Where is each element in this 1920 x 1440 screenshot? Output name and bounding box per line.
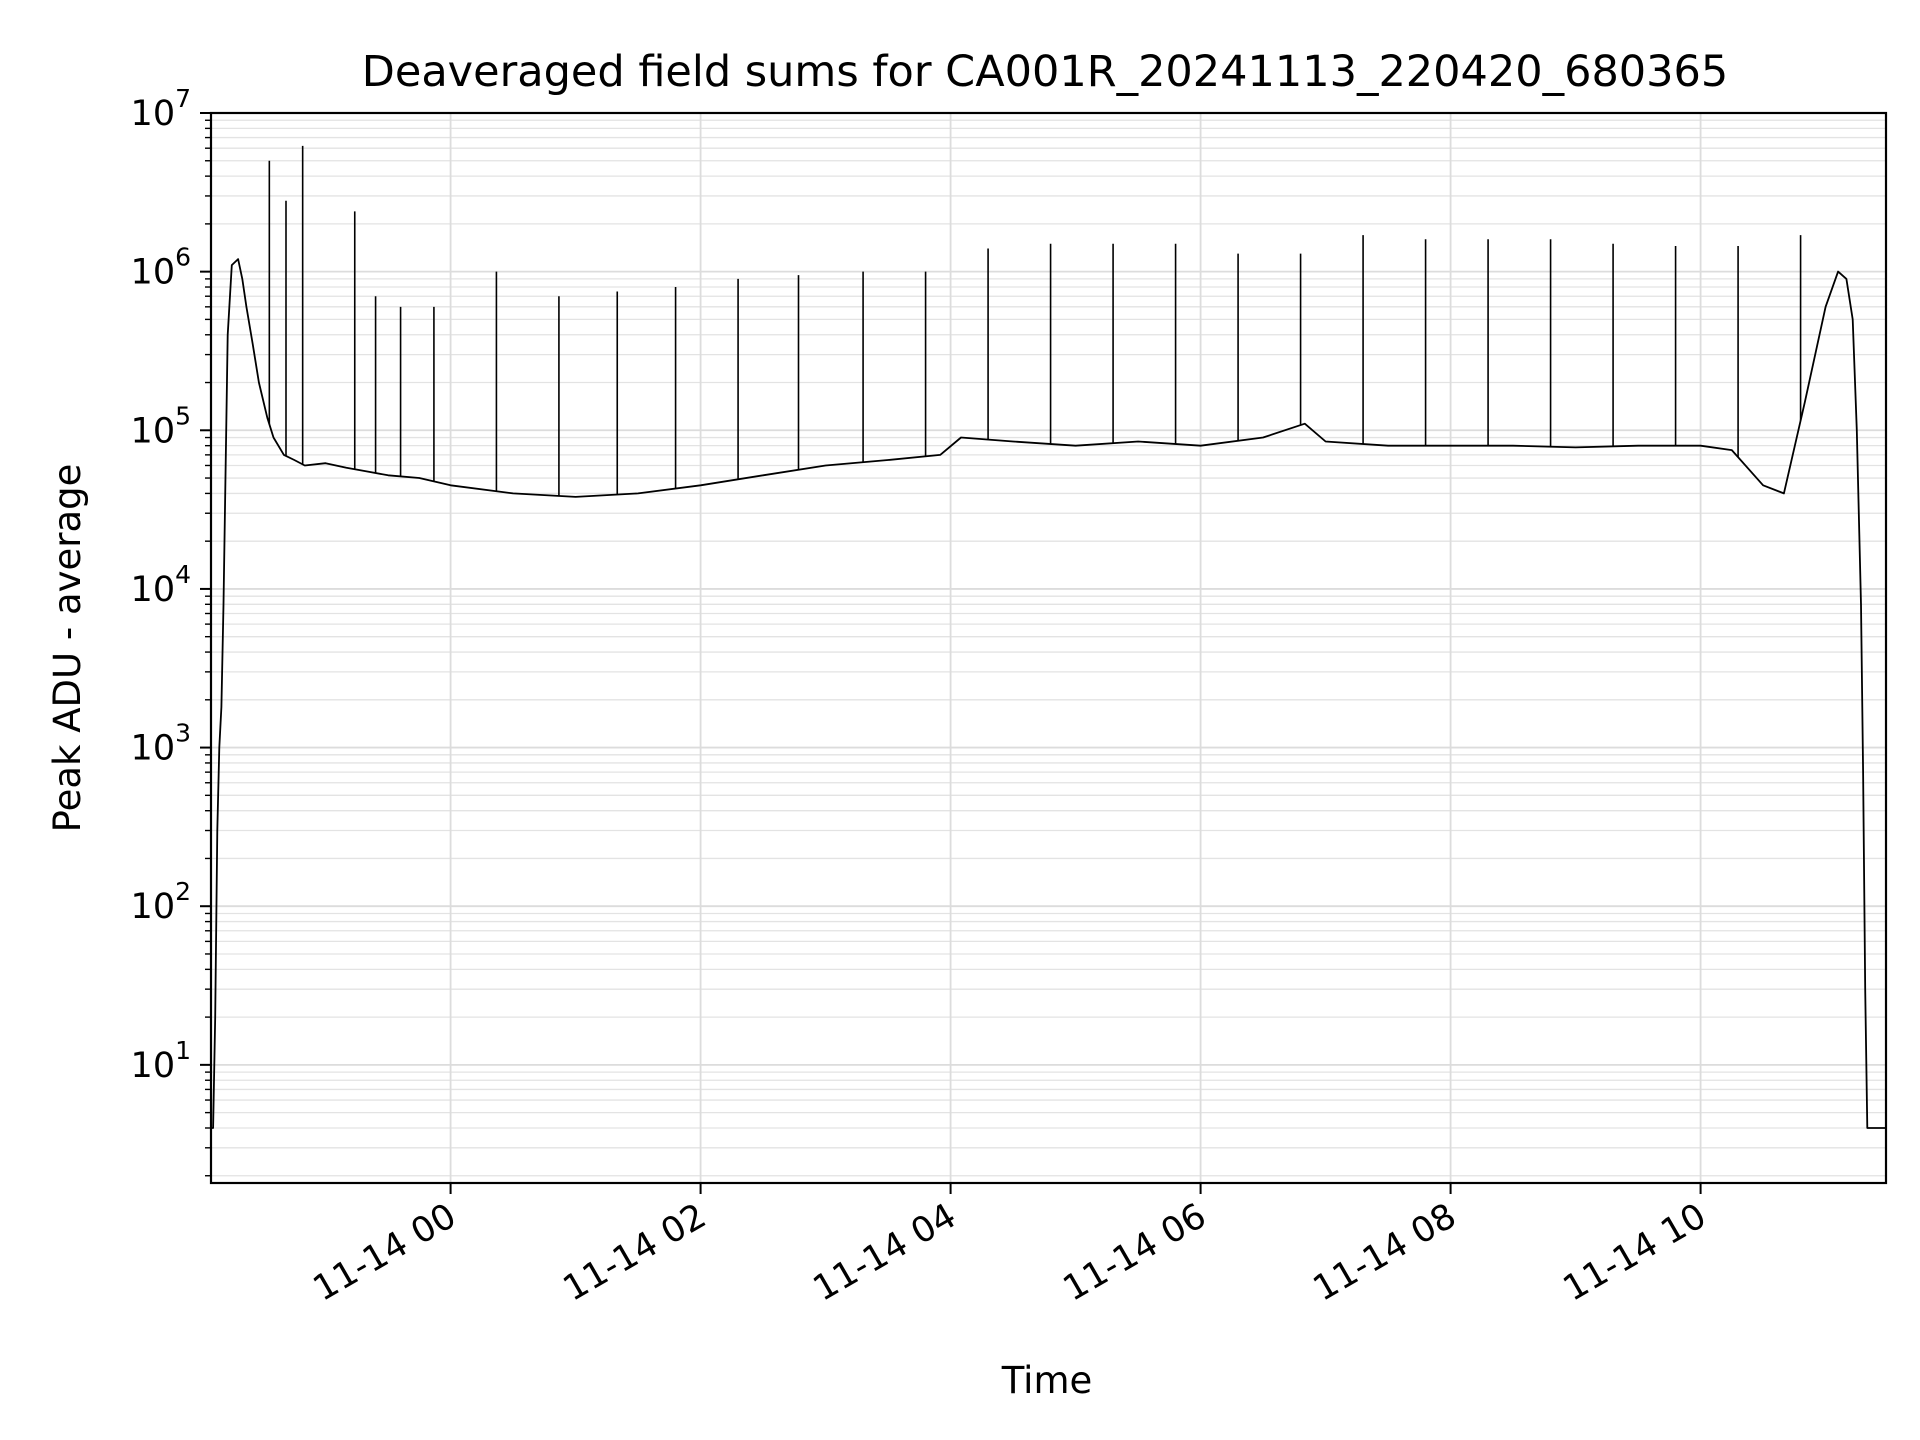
chart-title: Deaveraged field sums for CA001R_2024111… <box>362 47 1728 97</box>
y-tick-label-exponent: 2 <box>175 877 191 906</box>
y-tick-label-base: 10 <box>131 253 176 293</box>
y-tick-label-base: 10 <box>131 1046 176 1086</box>
y-tick-label-exponent: 4 <box>175 560 191 589</box>
y-tick-label-base: 10 <box>131 94 176 134</box>
y-tick-label-exponent: 1 <box>175 1036 191 1065</box>
y-tick-label-exponent: 3 <box>175 719 191 748</box>
y-tick-label-base: 10 <box>131 411 176 451</box>
x-axis-label: Time <box>1001 1359 1093 1402</box>
y-tick-label-base: 10 <box>131 729 176 769</box>
y-tick-label-exponent: 7 <box>175 84 191 113</box>
y-tick-label-base: 10 <box>131 570 176 610</box>
y-axis-label: Peak ADU - average <box>46 464 89 833</box>
y-tick-label-exponent: 6 <box>175 243 191 272</box>
y-tick-label-exponent: 5 <box>175 401 191 430</box>
y-tick-label-base: 10 <box>131 887 176 927</box>
